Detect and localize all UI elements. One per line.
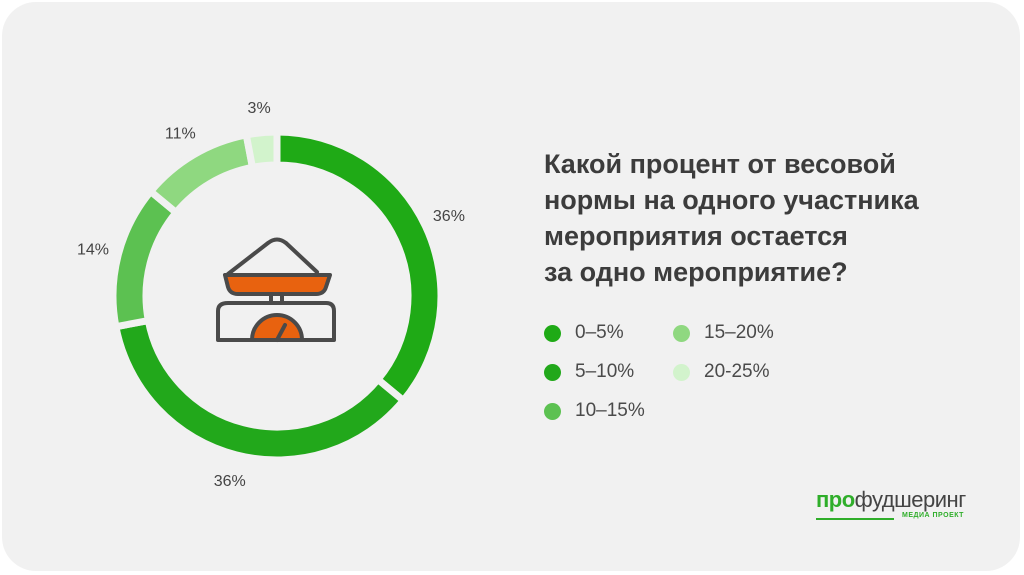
logo-bold: про (816, 487, 855, 512)
legend-item: 15–20% (673, 322, 774, 344)
kitchen-scale-icon (216, 237, 336, 342)
logo-rest: фудшеринг (854, 487, 967, 512)
legend-dot (544, 402, 561, 420)
data-label: 14% (77, 242, 109, 259)
legend-label: 0–5% (575, 322, 624, 343)
logo: профудшеринг МЕДИА ПРОЕКТ (816, 488, 986, 524)
legend-label: 10–15% (575, 400, 645, 421)
legend-item: 0–5% (544, 322, 624, 344)
data-label: 11% (165, 125, 196, 142)
donut-slice (145, 130, 257, 218)
legend-item: 5–10% (544, 361, 634, 383)
title-line: Какой процент от весовой (544, 149, 896, 179)
legend-dot (673, 363, 690, 381)
logo-subtitle: МЕДИА ПРОЕКТ (902, 512, 964, 519)
legend-dot (673, 324, 690, 342)
chart-title: Какой процент от весовой нормы на одного… (544, 146, 984, 290)
legend-dot (544, 363, 561, 381)
data-label: 36% (214, 473, 246, 490)
title-line: за одно мероприятие? (544, 257, 848, 287)
donut-slice (109, 186, 181, 331)
logo-fork-line (816, 518, 894, 520)
legend-label: 20-25% (704, 361, 770, 382)
title-line: мероприятия остается (544, 221, 848, 251)
legend-item: 20-25% (673, 361, 770, 383)
data-label: 3% (248, 100, 271, 117)
legend-dot (544, 324, 561, 342)
data-label: 36% (433, 208, 465, 225)
donut-slice (273, 128, 445, 406)
legend-label: 15–20% (704, 322, 774, 343)
title-line: нормы на одного участника (544, 185, 919, 215)
donut-slice (242, 128, 281, 172)
legend-label: 5–10% (575, 361, 635, 382)
legend-item: 10–15% (544, 400, 645, 422)
